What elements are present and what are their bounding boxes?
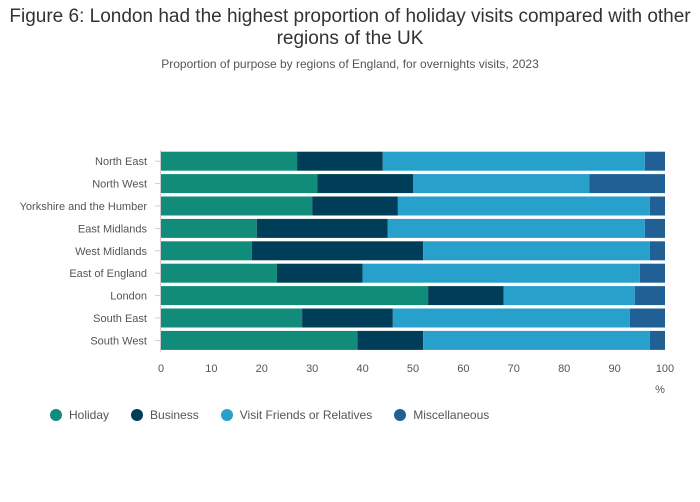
bar-segment[interactable] [428, 286, 504, 306]
legend-label: Business [150, 408, 199, 422]
bar-segment[interactable] [256, 218, 388, 238]
bar-segment[interactable] [629, 308, 665, 328]
bar-segment[interactable] [387, 218, 645, 238]
bar-segment[interactable] [423, 241, 650, 261]
y-tick-label: South East [93, 313, 147, 325]
x-tick-label: 30 [306, 363, 318, 375]
bar-segment[interactable] [362, 263, 640, 283]
axis-layer: North East North West Yorkshire and the Hu… [20, 150, 674, 396]
x-tick-label: 90 [608, 363, 620, 375]
y-tick-label: West Midlands [75, 246, 147, 258]
bar-segment[interactable] [161, 330, 358, 350]
legend-item[interactable]: Holiday [50, 408, 109, 422]
x-tick-label: 10 [205, 363, 217, 375]
bar-segment[interactable] [161, 174, 318, 194]
y-tick-label: London [110, 291, 147, 303]
legend-swatch [131, 409, 144, 421]
bar-segment[interactable] [302, 308, 393, 328]
legend: Holiday Business Visit Friends or Relative… [50, 408, 511, 422]
bar-segment[interactable] [382, 151, 645, 171]
legend-label: Visit Friends or Relatives [239, 408, 373, 422]
bar-segment[interactable] [644, 218, 665, 238]
bar-segment[interactable] [161, 241, 252, 261]
bar-segment[interactable] [317, 174, 413, 194]
x-tick-label: 60 [457, 363, 469, 375]
bar-segment[interactable] [644, 151, 665, 171]
x-tick-label: 80 [558, 363, 570, 375]
legend-swatch [220, 409, 233, 421]
bar-segment[interactable] [503, 286, 635, 306]
legend-swatch [50, 409, 62, 421]
bar-segment[interactable] [297, 151, 383, 171]
bar-segment[interactable] [397, 196, 650, 216]
chart-title: Figure 6: London had the highest proport… [9, 6, 691, 49]
bar-segment[interactable] [161, 286, 429, 306]
bar-segment[interactable] [161, 151, 298, 171]
bar-segment[interactable] [649, 241, 665, 261]
x-tick-label: 20 [256, 363, 268, 375]
bar-segment[interactable] [639, 263, 665, 283]
y-tick-label: North East [95, 156, 147, 168]
x-axis-label: % [655, 384, 665, 396]
bar-segment[interactable] [649, 330, 665, 350]
bar-segment[interactable] [392, 308, 630, 328]
x-tick-label: 100 [656, 363, 674, 375]
bar-segment[interactable] [161, 218, 257, 238]
legend-swatch [394, 409, 407, 421]
legend-label: Holiday [69, 408, 110, 422]
legend-item[interactable]: Business [131, 408, 199, 422]
legend-label: Miscellaneous [413, 408, 490, 422]
x-tick-label: 40 [356, 363, 368, 375]
stacked-bar-chart: North East North West Yorkshire and the Hu… [20, 150, 674, 396]
y-tick-label: Yorkshire and the Humber [20, 201, 148, 213]
bar-segment[interactable] [161, 196, 313, 216]
x-tick-label: 0 [158, 363, 164, 375]
bar-segment[interactable] [589, 174, 665, 194]
bars-layer [161, 151, 665, 350]
bar-segment[interactable] [413, 174, 590, 194]
x-tick-label: 50 [407, 363, 419, 375]
x-tick-label: 70 [508, 363, 520, 375]
bar-segment[interactable] [423, 330, 650, 350]
legend-item[interactable]: Visit Friends or Relatives [220, 408, 373, 422]
bar-segment[interactable] [649, 196, 665, 216]
bar-segment[interactable] [276, 263, 363, 283]
y-tick-label: North West [92, 179, 147, 191]
bar-segment[interactable] [251, 241, 424, 261]
chart-subtitle: Proportion of purpose by regions of Engl… [161, 57, 539, 71]
legend-item[interactable]: Miscellaneous [394, 408, 489, 422]
bar-segment[interactable] [161, 308, 303, 328]
y-tick-label: East of England [69, 268, 147, 280]
y-tick-label: South West [90, 335, 147, 347]
bar-segment[interactable] [312, 196, 398, 216]
y-tick-label: East Midlands [78, 223, 148, 235]
bar-segment[interactable] [161, 263, 277, 283]
bar-segment[interactable] [357, 330, 424, 350]
bar-segment[interactable] [634, 286, 665, 306]
